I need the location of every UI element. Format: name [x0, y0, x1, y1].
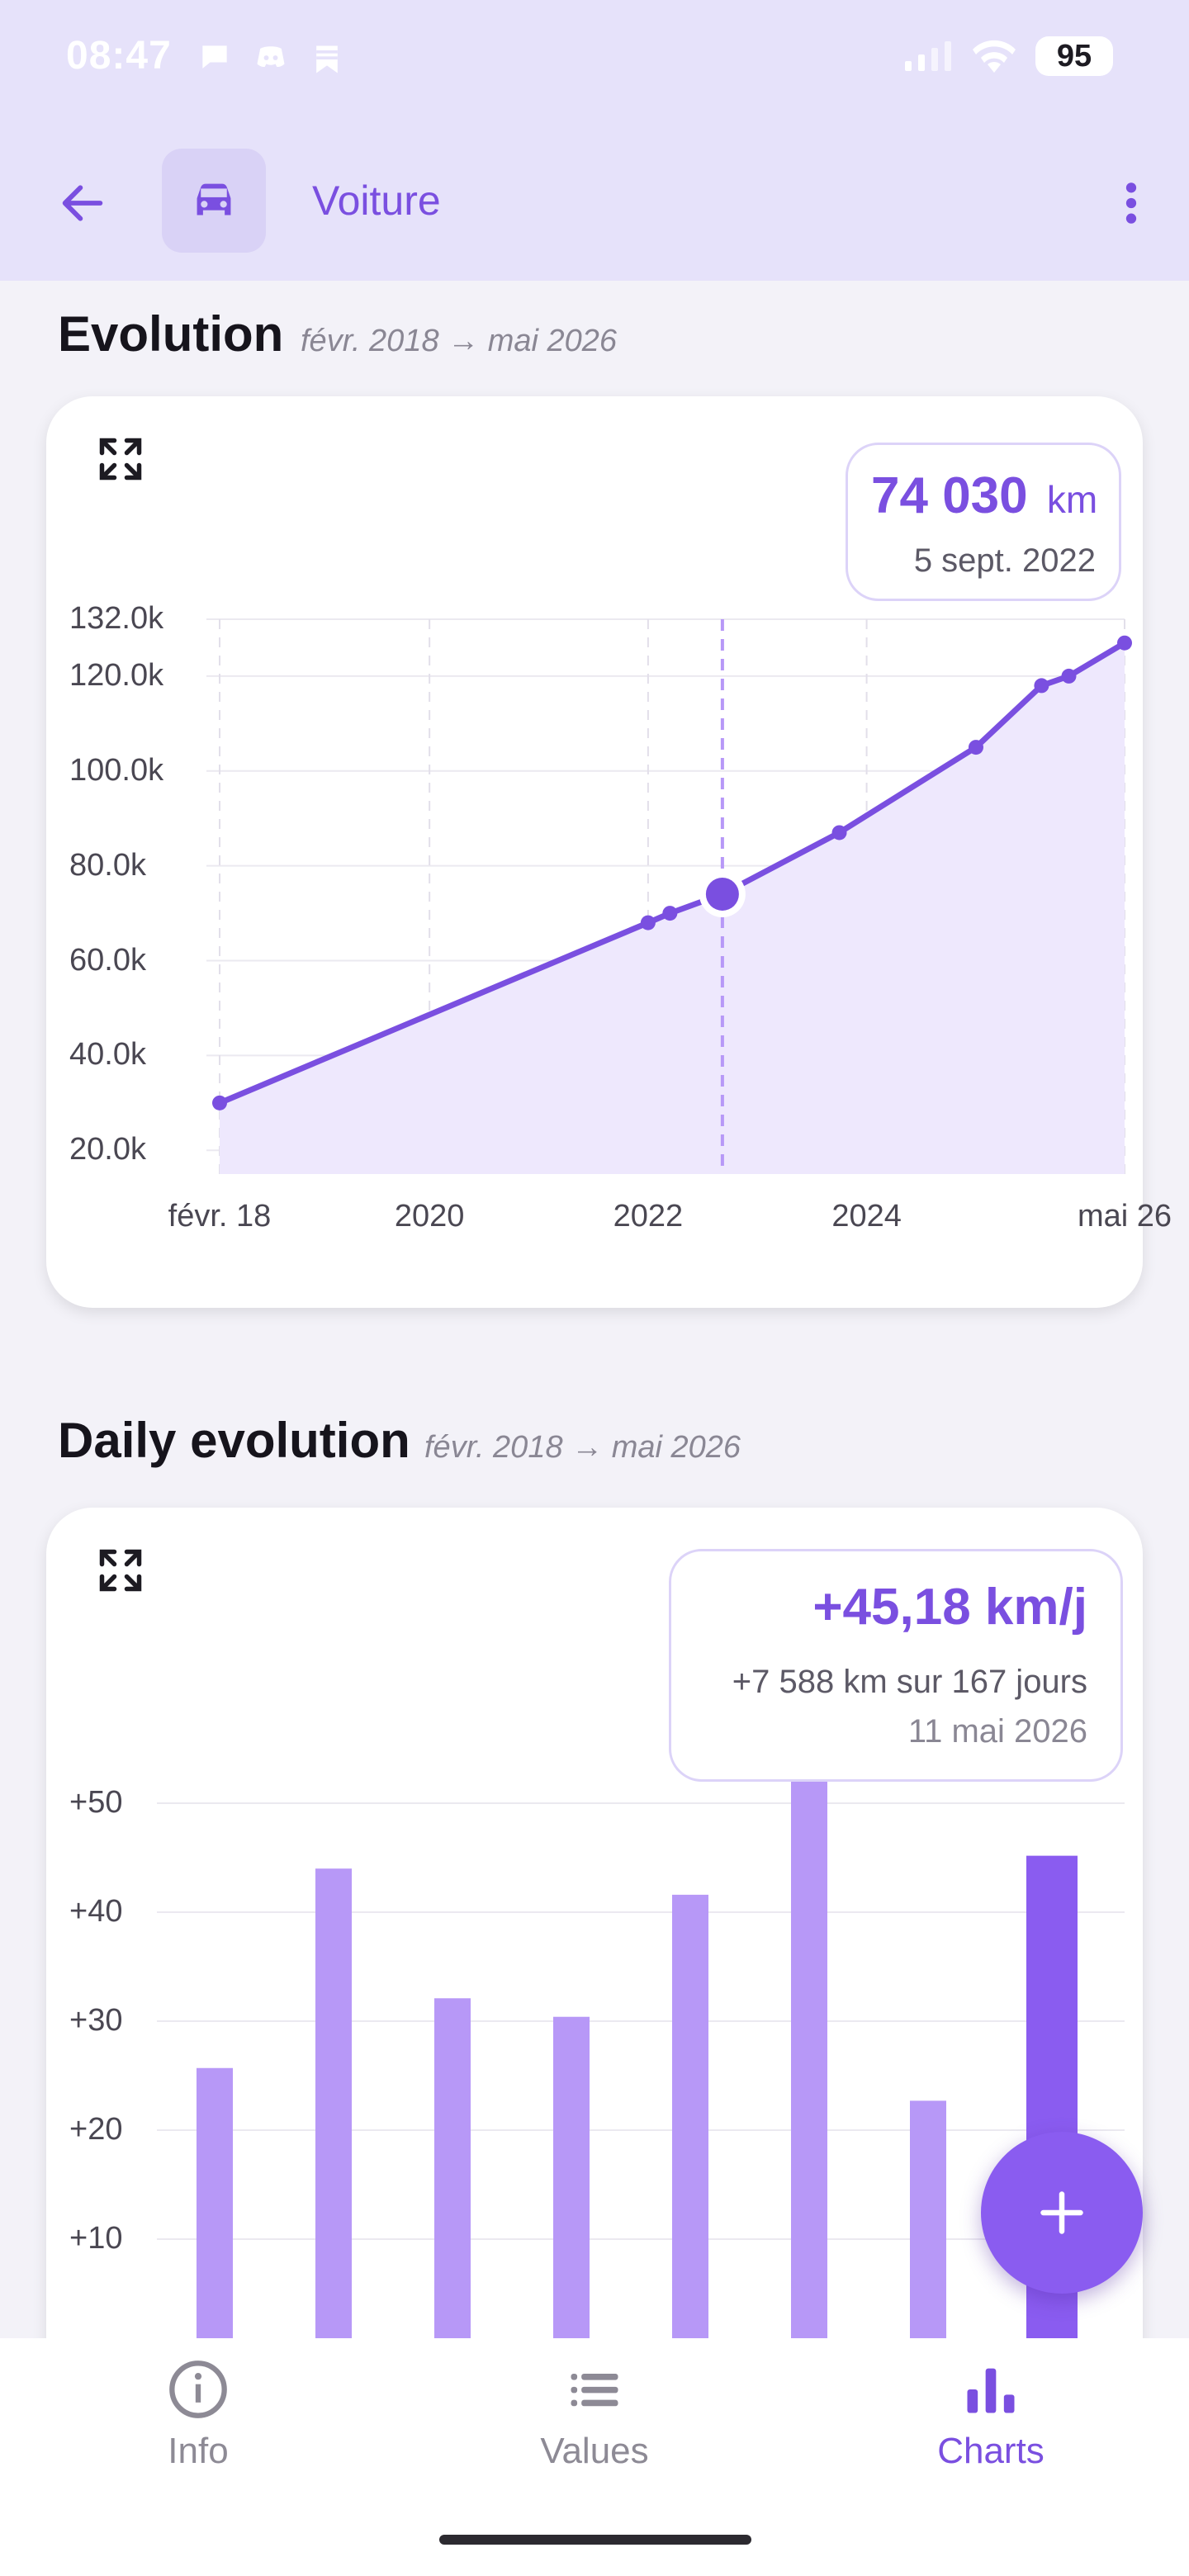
info-icon: [169, 2361, 227, 2418]
status-time: 08:47: [66, 34, 172, 78]
evolution-title: Evolution: [58, 306, 284, 362]
y-tick-label: +50: [69, 1785, 123, 1820]
battery-level: 95: [1035, 36, 1113, 76]
nav-label-values: Values: [540, 2431, 649, 2471]
status-system-icons: 95: [903, 36, 1113, 76]
daily-tooltip-detail: +7 588 km sur 167 jours: [732, 1664, 1087, 1700]
x-tick-label: 2024: [831, 1199, 902, 1234]
more-vertical-icon: [1125, 182, 1137, 224]
expand-chart-button[interactable]: [88, 1537, 154, 1603]
expand-chart-button[interactable]: [88, 426, 154, 492]
bookmark-icon: [316, 45, 338, 73]
expand-icon: [99, 438, 142, 481]
y-tick-label: 100.0k: [69, 752, 164, 788]
daily-evolution-range: févr. 2018 → mai 2026: [424, 1430, 741, 1465]
tooltip-value-number: 74 030: [871, 467, 1028, 524]
page-title: Voiture: [312, 178, 441, 224]
x-tick-label: févr. 18: [168, 1199, 272, 1234]
evolution-tooltip-date: 5 sept. 2022: [913, 542, 1096, 579]
car-icon: [197, 183, 231, 215]
more-options-button[interactable]: [1098, 170, 1164, 236]
bar-chart-icon: [967, 2368, 1015, 2413]
y-tick-label: 80.0k: [69, 847, 146, 883]
arrow-left-icon: [62, 185, 103, 221]
back-button[interactable]: [50, 170, 116, 236]
y-tick-label: +40: [69, 1894, 123, 1929]
x-tick-label: 2022: [613, 1199, 684, 1234]
y-tick-label: 40.0k: [69, 1037, 146, 1073]
status-notification-icons: [197, 40, 345, 79]
nav-item-values[interactable]: Values: [471, 2358, 718, 2523]
discord-icon: [257, 46, 285, 67]
add-value-button[interactable]: [981, 2132, 1143, 2294]
nav-label-charts: Charts: [937, 2431, 1045, 2471]
y-tick-label: 20.0k: [69, 1132, 146, 1167]
x-tick-label: mai 26: [1077, 1199, 1172, 1234]
evolution-range: févr. 2018 → mai 2026: [301, 324, 618, 358]
daily-tooltip-value: +45,18 km/j: [812, 1579, 1087, 1636]
chat-bubble-icon: [202, 45, 227, 69]
y-tick-label: 60.0k: [69, 942, 146, 978]
list-icon: [571, 2374, 618, 2407]
y-tick-label: +30: [69, 2003, 123, 2038]
evolution-tooltip-value: 74 030 km: [871, 466, 1097, 525]
evolution-chart-card: 74 030 km 5 sept. 2022: [46, 396, 1143, 1308]
nav-item-charts[interactable]: Charts: [867, 2358, 1115, 2523]
evolution-tooltip: 74 030 km 5 sept. 2022: [846, 443, 1121, 601]
nav-item-info[interactable]: Info: [74, 2358, 322, 2523]
category-avatar: [162, 149, 266, 253]
plus-icon: [1040, 2191, 1083, 2234]
y-tick-label: 120.0k: [69, 657, 164, 693]
x-tick-label: 2020: [394, 1199, 465, 1234]
daily-evolution-title: Daily evolution: [58, 1413, 410, 1468]
y-tick-label: +20: [69, 2112, 123, 2147]
y-tick-label: 132.0k: [69, 601, 164, 636]
home-indicator: [439, 2535, 751, 2545]
y-tick-label: +10: [69, 2221, 123, 2256]
daily-tooltip-date: 11 mai 2026: [907, 1713, 1087, 1750]
wifi-icon: [973, 40, 1016, 73]
daily-tooltip: +45,18 km/j +7 588 km sur 167 jours 11 m…: [669, 1549, 1123, 1782]
status-bar: 08:47 95: [0, 0, 1189, 116]
nav-label-info: Info: [168, 2431, 229, 2471]
tooltip-value-unit: km: [1046, 478, 1098, 521]
signal-icon: [905, 41, 951, 71]
expand-icon: [99, 1549, 142, 1592]
